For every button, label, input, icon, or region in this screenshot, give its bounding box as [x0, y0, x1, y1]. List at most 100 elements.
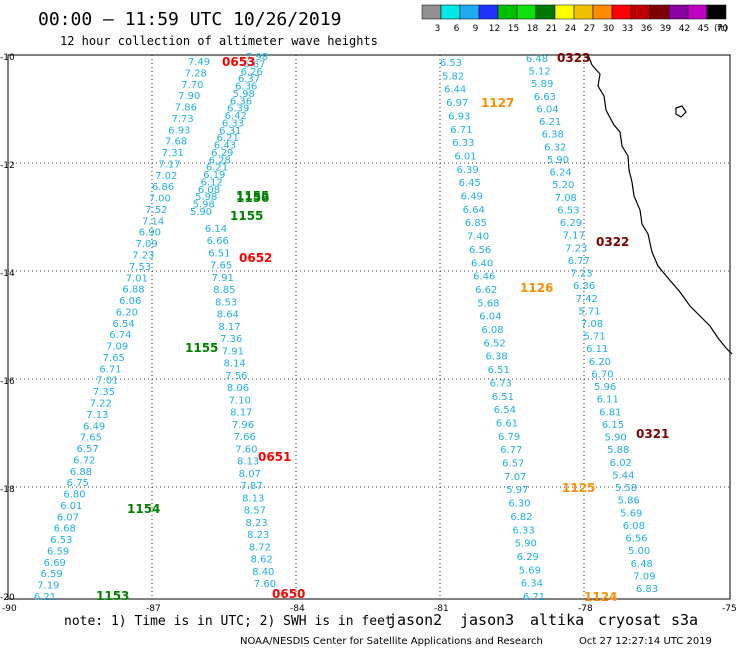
map-frame	[7, 54, 731, 600]
wave-height-value: 6.14	[205, 224, 227, 235]
wave-height-value: 6.39	[227, 104, 249, 115]
wave-height-value: 6.20	[589, 357, 611, 368]
wave-height-value: 6.33	[222, 118, 244, 129]
wave-height-value: 6.82	[510, 512, 532, 523]
lat-lon-grid	[8, 55, 730, 599]
wave-height-value: 8.72	[249, 542, 271, 553]
wave-height-value: 6.12	[201, 178, 223, 189]
wave-height-value: 7.31	[162, 148, 184, 159]
wave-height-value: 7.00	[149, 194, 171, 205]
wave-height-value: 7.09	[106, 342, 128, 353]
wave-height-value: 7.52	[145, 205, 167, 216]
wave-height-value: 6.79	[498, 432, 520, 443]
wave-height-value: 6.28	[209, 155, 231, 166]
wave-height-value: 5.89	[531, 79, 553, 90]
wave-height-value: 8.13	[242, 493, 264, 504]
lat-label: -18	[0, 485, 15, 495]
wave-height-value: 6.62	[475, 285, 497, 296]
wave-height-value: 6.86	[152, 182, 174, 193]
legend-swatch	[535, 4, 556, 20]
wave-height-value: 8.17	[218, 322, 240, 333]
wave-height-value: 6.51	[488, 365, 510, 376]
wave-height-value: 6.26	[241, 67, 263, 78]
wave-height-value: 5.90	[604, 433, 626, 444]
wave-height-value: 7.65	[210, 261, 232, 272]
wave-height-value: 7.40	[467, 232, 489, 243]
wave-height-value: 5.96	[594, 382, 616, 393]
wave-height-value: 6.74	[109, 330, 131, 341]
wave-height-value: 6.77	[500, 445, 522, 456]
wave-height-value: 7.91	[222, 346, 244, 357]
legend-swatch	[668, 4, 689, 20]
wave-height-value: 6.67	[243, 59, 265, 70]
legend-swatch	[440, 4, 461, 20]
wave-height-value: 6.11	[597, 395, 619, 406]
wave-height-value: 7.87	[240, 481, 262, 492]
wave-height-value: 6.54	[494, 405, 516, 416]
legend-value: 27	[584, 24, 595, 34]
wave-height-value: 7.65	[80, 433, 102, 444]
legend-swatch	[554, 4, 575, 20]
wave-height-value: 7.49	[188, 57, 210, 68]
wave-height-value: 6.57	[76, 444, 98, 455]
wave-height-value: 6.42	[225, 111, 247, 122]
map-subtitle: 12 hour collection of altimeter wave hei…	[60, 34, 378, 48]
wave-height-value: 8.64	[217, 310, 239, 321]
island-outline	[675, 105, 687, 118]
wave-height-value: 6.21	[34, 592, 56, 603]
wave-height-value: 6.73	[490, 378, 512, 389]
footer-note: note: 1) Time is in UTC; 2) SWH is in fe…	[64, 614, 393, 629]
wave-height-value: 6.39	[456, 165, 478, 176]
wave-height-value: 6.90	[139, 228, 161, 239]
wave-height-value: 6.01	[60, 501, 82, 512]
lat-label: -10	[0, 53, 15, 63]
wave-height-value: 6.68	[54, 524, 76, 535]
wave-height-value: 5.97	[506, 485, 528, 496]
wave-height-value: 5.90	[515, 539, 537, 550]
wave-height-value: 5.69	[620, 508, 642, 519]
wave-height-value: 6.88	[122, 285, 144, 296]
wave-height-value: 6.71	[99, 364, 121, 375]
wave-height-value: 6.71	[450, 125, 472, 136]
wave-height-value: 6.77	[568, 256, 590, 267]
wave-height-value: 6.15	[602, 420, 624, 431]
wave-height-value: 6.21	[539, 117, 561, 128]
wave-height-value: 6.49	[83, 421, 105, 432]
wave-height-value: 6.56	[625, 534, 647, 545]
wave-height-value: 5.71	[583, 332, 605, 343]
wave-height-value: 7.19	[37, 581, 59, 592]
wave-height-value: 7.53	[129, 262, 151, 273]
legend-value: 9	[473, 24, 479, 34]
legend-value: 15	[508, 24, 519, 34]
wave-height-value: 6.61	[496, 419, 518, 430]
pass-time-label: 0321	[636, 427, 669, 441]
lon-label: -75	[722, 604, 737, 614]
wave-height-value: 6.63	[534, 92, 556, 103]
wave-height-value: 7.08	[581, 319, 603, 330]
wave-height-value: 7.13	[86, 410, 108, 421]
wave-height-value: 6.48	[526, 54, 548, 65]
legend-swatch	[611, 4, 632, 20]
wave-height-value: 6.04	[536, 105, 558, 116]
legend-value: 6	[454, 24, 460, 34]
color-legend: 3 6 9 12 15 18 21 24 27 30 33 36 39 42 45 70	[421, 4, 728, 34]
wave-height-value: 7.36	[220, 334, 242, 345]
wave-height-value: 7.73	[171, 114, 193, 125]
legend-swatch	[706, 4, 727, 20]
legend-value: 39	[660, 24, 672, 34]
wave-height-value: 5.82	[442, 71, 464, 82]
wave-height-value: 6.83	[636, 584, 658, 595]
wave-height-value: 6.43	[214, 141, 236, 152]
wave-height-value: 6.24	[549, 168, 571, 179]
wave-height-value: 6.38	[542, 130, 564, 141]
pass-time-label: 1155	[230, 209, 263, 223]
pass-time-label: 0653	[222, 55, 255, 69]
legend-altika: altika	[530, 611, 584, 629]
wave-height-value: 6.85	[465, 218, 487, 229]
wave-height-value: 6.34	[521, 579, 543, 590]
wave-height-value: 8.23	[247, 530, 269, 541]
wave-height-value: 7.14	[142, 216, 164, 227]
legend-swatch	[573, 4, 594, 20]
wave-height-value: 6.38	[485, 352, 507, 363]
